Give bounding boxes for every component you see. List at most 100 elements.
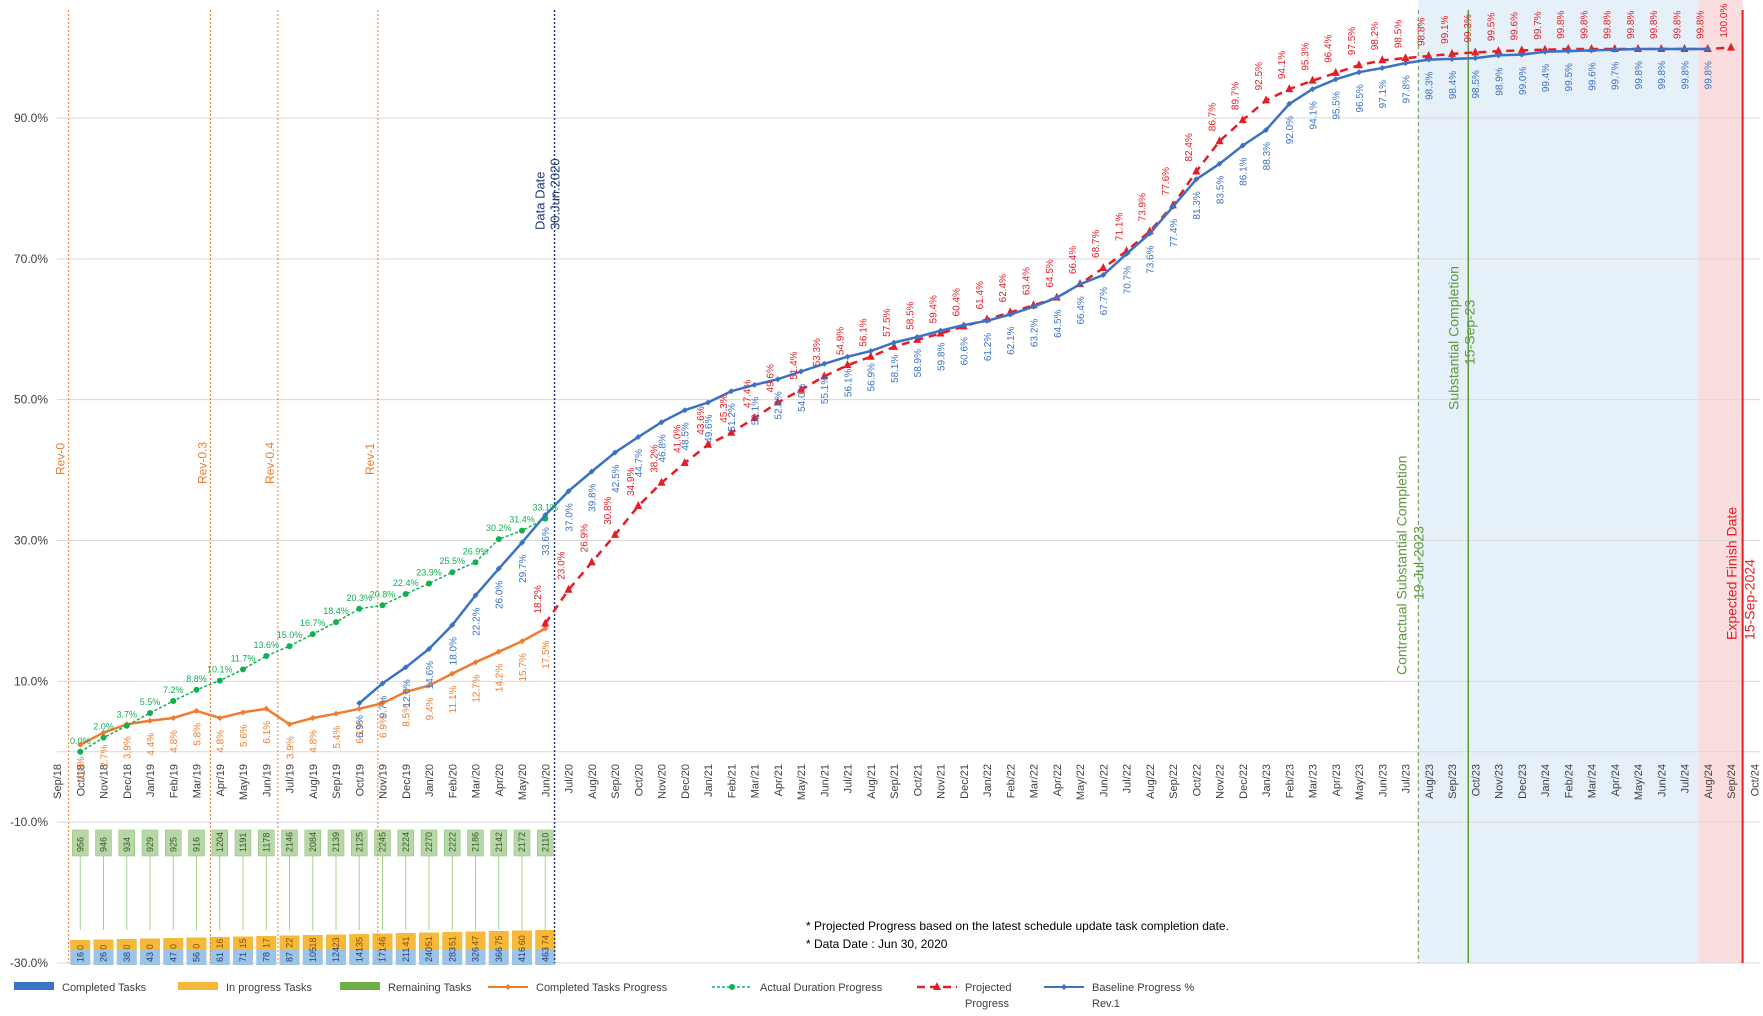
series-point: [333, 619, 339, 626]
x-tick-label: Dec/18: [122, 764, 134, 799]
series-value-label: 99.8%: [1580, 11, 1591, 39]
series-value-label: 17.5%: [541, 640, 552, 668]
in-progress-bar: [163, 938, 184, 950]
series-point: [1308, 75, 1317, 84]
series-value-label: 1.0%: [76, 757, 87, 780]
chart-note: * Projected Progress based on the latest…: [806, 919, 1229, 933]
series-value-label: 6.9%: [379, 715, 390, 738]
series-value-label: 97.1%: [1378, 80, 1389, 108]
series-value-label: 98.5%: [1394, 20, 1405, 48]
substantial-date: 15-Sep-23: [1461, 299, 1477, 365]
x-tick-label: May/23: [1354, 764, 1366, 800]
data-date-label: Data Date: [533, 171, 548, 230]
remaining-label: 2146: [285, 832, 295, 852]
series-point: [402, 664, 409, 671]
shaded-bands: [1418, 0, 1743, 963]
series-point: [1471, 47, 1480, 56]
x-tick-label: Apr/23: [1331, 764, 1343, 796]
series-value-label: 99.7%: [1611, 62, 1622, 90]
in-progress-label: 18: [308, 937, 318, 947]
x-tick-label: Nov/20: [657, 764, 669, 799]
in-progress-bar: [372, 933, 393, 950]
completed-label: 463: [540, 947, 550, 962]
series-point: [890, 341, 898, 350]
series-point: [1681, 45, 1688, 52]
x-tick-label: Apr/20: [494, 764, 506, 796]
series-point: [379, 680, 386, 687]
in-progress-bar: [256, 936, 277, 950]
completed-bar: [372, 950, 393, 965]
contract-date: 19-Jul-2023: [1410, 526, 1426, 600]
y-tick-label: 90.0%: [14, 111, 48, 125]
series-value-label: 26.9%: [580, 524, 591, 552]
series-point: [519, 527, 525, 534]
completed-bar: [233, 950, 253, 965]
series-value-label: 12.0%: [402, 679, 413, 707]
series-point: [1286, 100, 1293, 107]
series-point: [1331, 67, 1340, 76]
series-value-label: 22.4%: [393, 578, 419, 588]
x-tick-label: Sep/23: [1447, 764, 1459, 799]
series-point: [449, 670, 456, 677]
in-progress-bar: [140, 938, 160, 950]
legend-marker: [729, 984, 735, 990]
series-value-label: 81.3%: [1192, 191, 1203, 219]
x-tick-label: Aug/24: [1703, 764, 1715, 799]
series-point: [1727, 42, 1735, 51]
series-value-label: 66.4%: [1068, 246, 1079, 274]
series-value-label: 18.2%: [533, 585, 544, 613]
series-point: [1449, 55, 1455, 62]
series-value-label: 18.4%: [323, 606, 349, 616]
series-point: [1099, 262, 1108, 271]
series-value-label: 47.4%: [743, 380, 754, 408]
series-point: [565, 488, 572, 495]
x-tick-label: Jun/20: [540, 764, 552, 797]
x-tick-label: Aug/20: [587, 764, 599, 799]
series-line: [544, 46, 1732, 625]
series-point: [588, 468, 595, 475]
series-point: [751, 381, 758, 388]
series-value-label: 5.4%: [332, 726, 343, 749]
series-point: [1588, 47, 1595, 54]
series-value-label: 99.8%: [1673, 11, 1684, 39]
series-value-label: 98.4%: [1448, 71, 1459, 99]
completed-label: 416: [517, 947, 527, 962]
x-tick-label: Feb/24: [1563, 764, 1575, 798]
x-tick-label: Nov/23: [1494, 764, 1506, 799]
x-axis-ticks: Sep/18 Oct/18 Nov/18 Dec/18 Jan/19 Feb/19 Mar/…: [52, 764, 1761, 800]
series-value-label: 96.4%: [1324, 34, 1335, 62]
x-tick-label: Sep/18: [52, 764, 64, 799]
remaining-label: 2084: [308, 832, 318, 852]
x-tick-label: Jan/21: [703, 764, 715, 797]
series-point: [356, 605, 363, 612]
series-value-label: 99.6%: [1588, 62, 1599, 90]
series-value-label: 4.8%: [169, 730, 180, 753]
x-tick-label: Jan/19: [145, 764, 157, 797]
completed-bar: [349, 950, 370, 965]
series-value-label: 37.0%: [565, 503, 576, 531]
x-tick-label: Sep/24: [1726, 764, 1738, 799]
remaining-label: 2125: [354, 832, 364, 852]
series-point: [821, 360, 828, 367]
series-value-label: 56.1%: [859, 318, 870, 346]
remaining-label: 2139: [331, 832, 341, 852]
completed-bar: [326, 950, 346, 965]
task-count-bars: 956 0 16 946 0 26 934 0 38 929 0 43 925 0 47 916 0 56 1204…: [70, 829, 556, 965]
in-progress-bar: [186, 937, 207, 950]
series-value-label: 62.4%: [998, 274, 1009, 302]
series-value-label: 92.0%: [1285, 116, 1296, 144]
series-point: [449, 569, 456, 576]
series-point: [100, 734, 107, 741]
series-point: [356, 705, 363, 712]
series-value-label: 7.2%: [163, 685, 184, 695]
y-tick-label: -30.0%: [10, 956, 48, 970]
series-value-label: 99.8%: [1704, 61, 1715, 89]
series-value-label: 9.7%: [379, 695, 390, 718]
series-point: [379, 700, 386, 707]
series-value-label: 98.2%: [1370, 22, 1381, 50]
series-value-label: 73.9%: [1138, 193, 1149, 221]
series-value-label: 26.0%: [495, 581, 506, 609]
series-value-label: 98.8%: [1417, 18, 1428, 46]
series-value-label: 58.1%: [890, 355, 901, 383]
series-value-label: 99.5%: [1487, 13, 1498, 41]
